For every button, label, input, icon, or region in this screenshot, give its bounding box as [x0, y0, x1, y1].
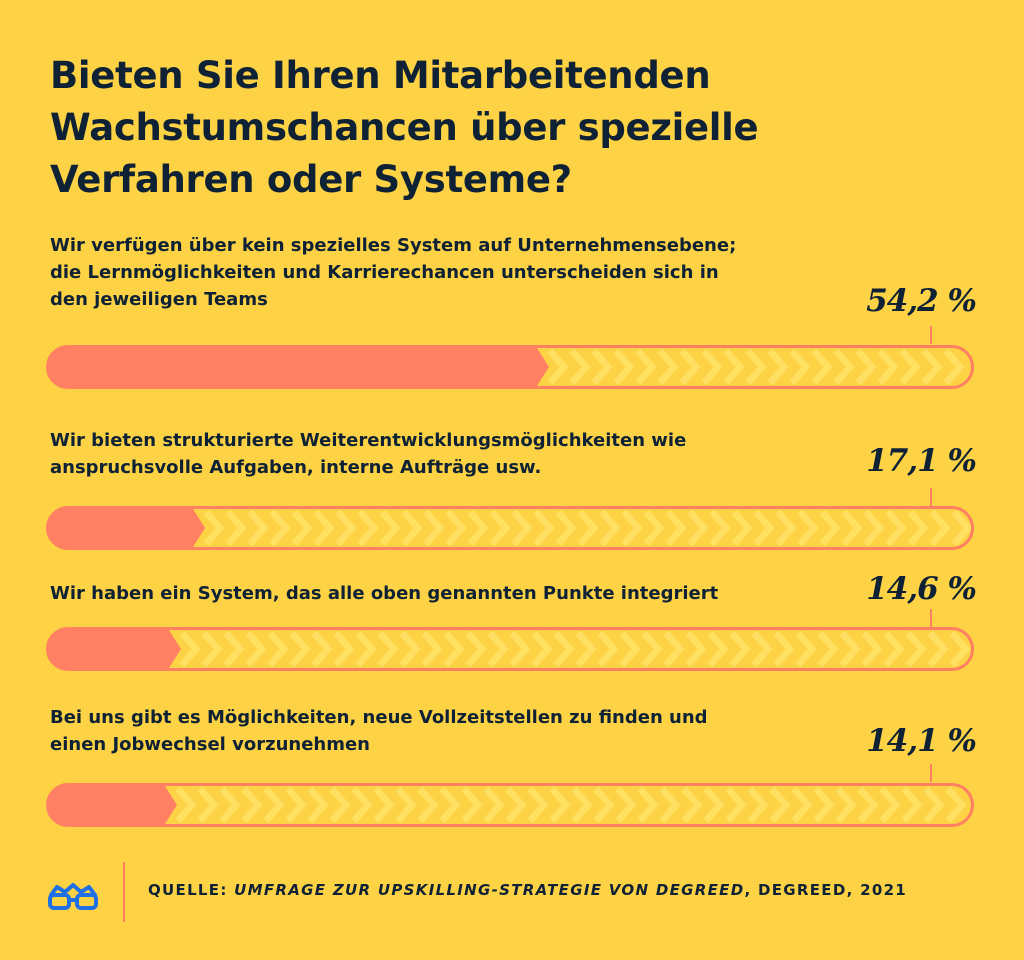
bar-label-line: anspruchsvolle Aufgaben, interne Aufträg…	[50, 457, 542, 478]
footer-divider	[123, 862, 125, 922]
value-label: 54,2 %	[866, 283, 977, 319]
bar-chevron-pattern	[179, 630, 973, 668]
bar-track	[46, 506, 974, 550]
bar-chevron-pattern	[203, 509, 973, 547]
bar-label-line: Bei uns gibt es Möglichkeiten, neue Voll…	[50, 707, 708, 728]
bar-label-line: Wir haben ein System, das alle oben gena…	[50, 583, 719, 604]
bar-chevron-pattern	[175, 786, 973, 824]
source-suffix: , DEGREED, 2021	[744, 881, 908, 899]
bar-svg	[46, 627, 974, 671]
bar-fill	[47, 784, 177, 826]
bar-svg	[46, 783, 974, 827]
value-label: 14,1 %	[866, 723, 977, 759]
bar-fill	[47, 628, 181, 670]
bar-svg	[46, 506, 974, 550]
value-label: 17,1 %	[866, 443, 977, 479]
source-note: QUELLE: UMFRAGE ZUR UPSKILLING-STRATEGIE…	[148, 881, 907, 899]
value-pointer	[930, 609, 932, 627]
title-line: Verfahren oder Systeme?	[50, 158, 572, 201]
bar-label: Wir verfügen über kein spezielles System…	[50, 232, 810, 313]
bar-outline	[46, 627, 974, 671]
bar-fill	[47, 346, 549, 388]
value-label: 14,6 %	[866, 571, 977, 607]
bar-label: Bei uns gibt es Möglichkeiten, neue Voll…	[50, 704, 810, 758]
bar-fill	[47, 507, 205, 549]
bar-label-line: Wir bieten strukturierte Weiterentwicklu…	[50, 430, 687, 451]
bar-track	[46, 627, 974, 671]
source-prefix: QUELLE:	[148, 881, 235, 899]
bar-chevron-pattern	[547, 348, 973, 386]
bar-label-line: einen Jobwechsel vorzunehmen	[50, 734, 370, 755]
bar-label-line: Wir verfügen über kein spezielles System…	[50, 235, 737, 256]
bar-track	[46, 783, 974, 827]
title-line: Wachstumschancen über spezielle	[50, 106, 759, 149]
bar-track	[46, 345, 974, 389]
value-pointer	[930, 326, 932, 344]
bar-svg	[46, 345, 974, 389]
glasses-icon	[48, 883, 98, 910]
title-line: Bieten Sie Ihren Mitarbeitenden	[50, 54, 711, 97]
value-pointer	[930, 488, 932, 506]
bar-outline	[46, 345, 974, 389]
bar-label: Wir bieten strukturierte Weiterentwicklu…	[50, 427, 810, 481]
chart-title: Bieten Sie Ihren Mitarbeitenden Wachstum…	[50, 50, 870, 206]
bar-label-line: den jeweiligen Teams	[50, 289, 268, 310]
bar-label-line: die Lernmöglichkeiten und Karrierechance…	[50, 262, 719, 283]
source-publication: UMFRAGE ZUR UPSKILLING-STRATEGIE VON DEG…	[234, 881, 745, 899]
value-pointer	[930, 764, 932, 782]
bar-outline	[46, 506, 974, 550]
bar-label: Wir haben ein System, das alle oben gena…	[50, 580, 810, 607]
bar-outline	[46, 783, 974, 827]
